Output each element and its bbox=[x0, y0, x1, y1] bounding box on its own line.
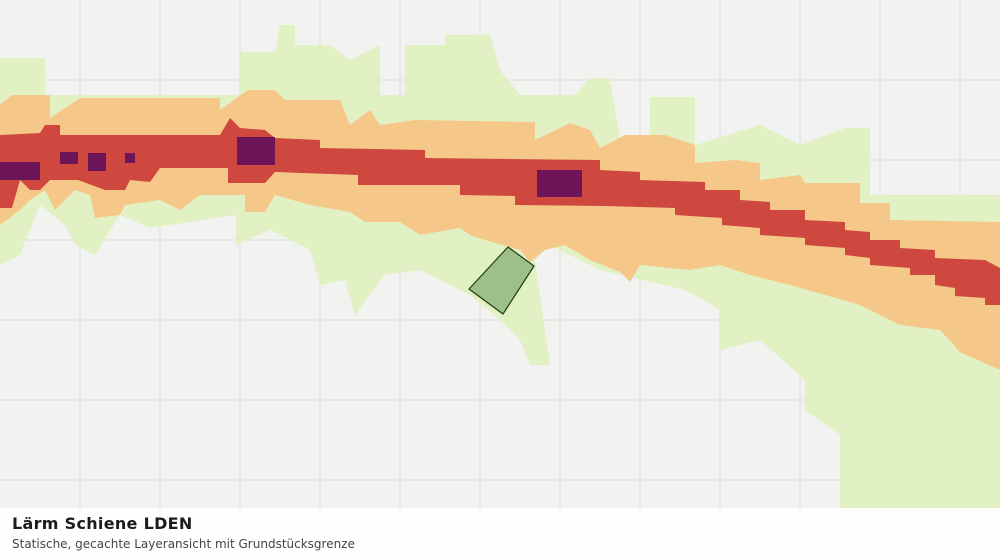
parcel-boundary[interactable] bbox=[468, 246, 535, 315]
noise-zone-very-high bbox=[0, 137, 582, 197]
layer-title: Lärm Schiene LDEN bbox=[12, 514, 193, 533]
caption-panel: Lärm Schiene LDEN Statische, gecachte La… bbox=[0, 508, 1000, 560]
layer-subtitle: Statische, gecachte Layeransicht mit Gru… bbox=[12, 537, 355, 551]
